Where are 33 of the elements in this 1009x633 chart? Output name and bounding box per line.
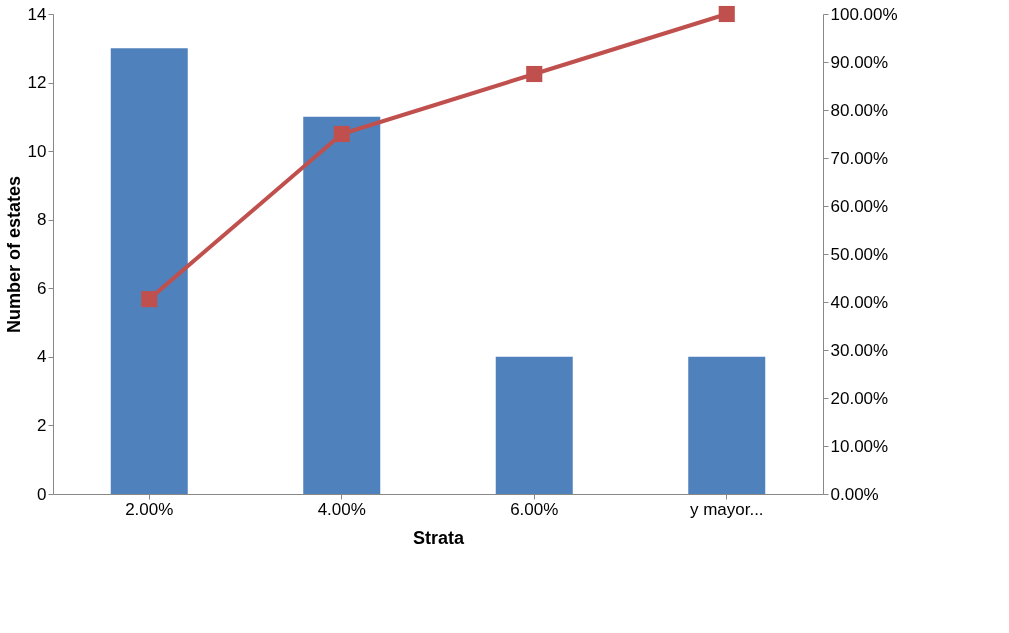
point — [526, 65, 543, 83]
point — [718, 5, 735, 23]
x-tick-label: y mayor... — [689, 499, 764, 519]
x-axis-title: Strata — [412, 527, 465, 548]
y2-tick-label: 40.00% — [830, 292, 889, 312]
y2-tick-label: 90.00% — [830, 52, 889, 72]
y2-tick-label: 10.00% — [830, 436, 889, 456]
x-tick-label: 4.00% — [317, 499, 366, 519]
x-tick-label: 6.00% — [510, 499, 559, 519]
y-tick-label: 2 — [37, 415, 47, 435]
y-tick-label: 10 — [27, 141, 47, 161]
y-tick-label: 6 — [37, 278, 47, 298]
y2-tick-label: 70.00% — [830, 148, 889, 168]
y-tick-label: 8 — [37, 210, 47, 230]
point — [141, 291, 158, 308]
y2-tick-label: 80.00% — [830, 100, 889, 120]
y2-tick-label: 50.00% — [830, 244, 889, 264]
point — [333, 125, 350, 143]
bar — [688, 356, 766, 494]
x-tick-label: 2.00% — [125, 499, 174, 519]
y-tick-label: 12 — [27, 73, 47, 93]
y-axis-title: Number of estates — [3, 175, 24, 334]
y2-tick-label: 0.00% — [830, 484, 879, 504]
bar — [495, 356, 573, 494]
y2-tick-label: 20.00% — [830, 388, 889, 408]
y-tick-label: 4 — [37, 347, 47, 367]
y2-tick-label: 100.00% — [830, 4, 898, 24]
y-tick-label: 0 — [37, 484, 47, 504]
bar — [303, 116, 381, 494]
y2-tick-label: 30.00% — [830, 340, 889, 360]
y-tick-label: 14 — [27, 4, 47, 24]
bar — [110, 48, 188, 494]
y2-tick-label: 60.00% — [830, 196, 889, 216]
